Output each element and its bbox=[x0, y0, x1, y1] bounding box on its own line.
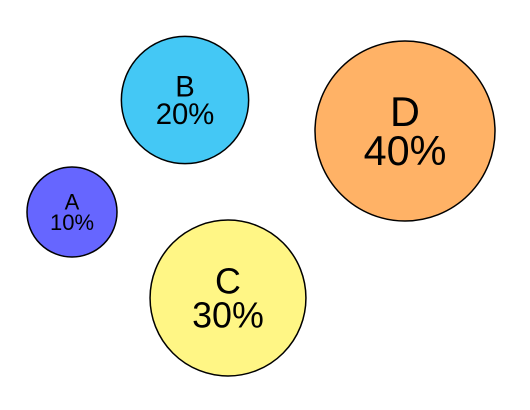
bubble-d: D40% bbox=[314, 40, 496, 222]
bubble-circle-c bbox=[149, 219, 307, 377]
bubble-value-label: 30% bbox=[192, 295, 264, 335]
bubble-value-label: 40% bbox=[364, 128, 447, 174]
bubble-c: C30% bbox=[149, 219, 307, 377]
bubble-name-label: A bbox=[65, 189, 80, 214]
bubble-a: A10% bbox=[26, 166, 118, 258]
bubble-value-label: 20% bbox=[156, 99, 215, 131]
bubble-circle-d bbox=[314, 40, 496, 222]
bubble-name-label: C bbox=[215, 262, 241, 302]
bubble-name-label: D bbox=[390, 89, 420, 135]
bubble-value-label: 10% bbox=[50, 210, 94, 235]
bubble-circle-a bbox=[26, 166, 118, 258]
bubble-name-label: B bbox=[175, 71, 195, 103]
bubble-b: B20% bbox=[120, 35, 250, 165]
bubble-circle-b bbox=[120, 35, 250, 165]
